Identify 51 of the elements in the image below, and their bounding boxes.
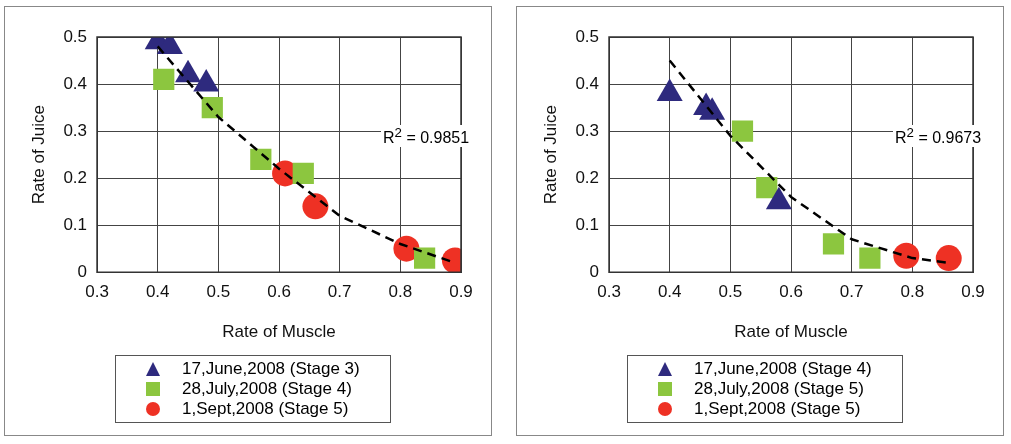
x-tick-label: 0.9 xyxy=(449,282,473,302)
point xyxy=(414,247,436,269)
y-tick-label: 0.3 xyxy=(63,120,88,140)
y-tick-label: 0.4 xyxy=(63,73,88,93)
legend-label: 1,Sept,2008 (Stage 5) xyxy=(182,399,349,419)
y-tick-label: 0.3 xyxy=(575,120,600,140)
legend-label: 28,July,2008 (Stage 5) xyxy=(694,379,864,399)
point xyxy=(756,176,778,199)
x-tick-label: 0.5 xyxy=(206,282,231,302)
x-tick-label: 0.7 xyxy=(327,282,352,302)
y-tick-label: 0.5 xyxy=(575,26,600,46)
point xyxy=(893,242,920,269)
x-tick-label: 0.4 xyxy=(145,282,170,302)
x-tick-label: 0.6 xyxy=(779,282,803,302)
y-tick-label: 0 xyxy=(77,261,88,281)
point xyxy=(935,245,962,272)
y-tick-label: 0.2 xyxy=(575,167,600,187)
x-tick-label: 0.9 xyxy=(961,282,985,302)
y-tick-label: 0.4 xyxy=(575,73,600,93)
x-tick-label: 0.3 xyxy=(597,282,621,302)
point xyxy=(822,233,845,255)
x-tick-label: 0.6 xyxy=(267,282,291,302)
x-tick-label: 0.7 xyxy=(839,282,864,302)
legend-label: 28,July,2008 (Stage 4) xyxy=(182,379,352,399)
y-tick-label: 0.1 xyxy=(575,214,600,234)
x-tick-label: 0.8 xyxy=(388,282,413,302)
x-tick-label: 0.3 xyxy=(85,282,109,302)
y-tick-label: 0 xyxy=(589,261,600,281)
y-tick-label: 0.1 xyxy=(63,214,88,234)
legend-label: 17,June,2008 (Stage 3) xyxy=(182,359,360,379)
x-tick-label: 0.5 xyxy=(718,282,743,302)
point xyxy=(859,247,881,269)
y-tick-label: 0.2 xyxy=(63,167,88,187)
point xyxy=(153,68,175,90)
y-axis-title: Rate of Juice xyxy=(28,104,48,205)
point xyxy=(656,78,683,101)
point xyxy=(250,148,272,170)
y-tick-label: 0.5 xyxy=(63,26,88,46)
point xyxy=(302,193,329,220)
x-axis-title: Rate of Muscle xyxy=(222,322,336,342)
x-tick-label: 0.4 xyxy=(657,282,682,302)
x-axis-title: Rate of Muscle xyxy=(734,322,848,342)
annotation: R$^{2}$ = 0.9673 xyxy=(893,124,984,147)
legend-label: 1,Sept,2008 (Stage 5) xyxy=(694,399,861,419)
annotation: R$^{2}$ = 0.9851 xyxy=(381,124,472,147)
x-tick-label: 0.8 xyxy=(900,282,925,302)
y-axis-title: Rate of Juice xyxy=(540,104,560,205)
point xyxy=(699,97,726,120)
point xyxy=(201,96,223,119)
legend-label: 17,June,2008 (Stage 4) xyxy=(694,359,872,379)
point xyxy=(292,162,314,185)
